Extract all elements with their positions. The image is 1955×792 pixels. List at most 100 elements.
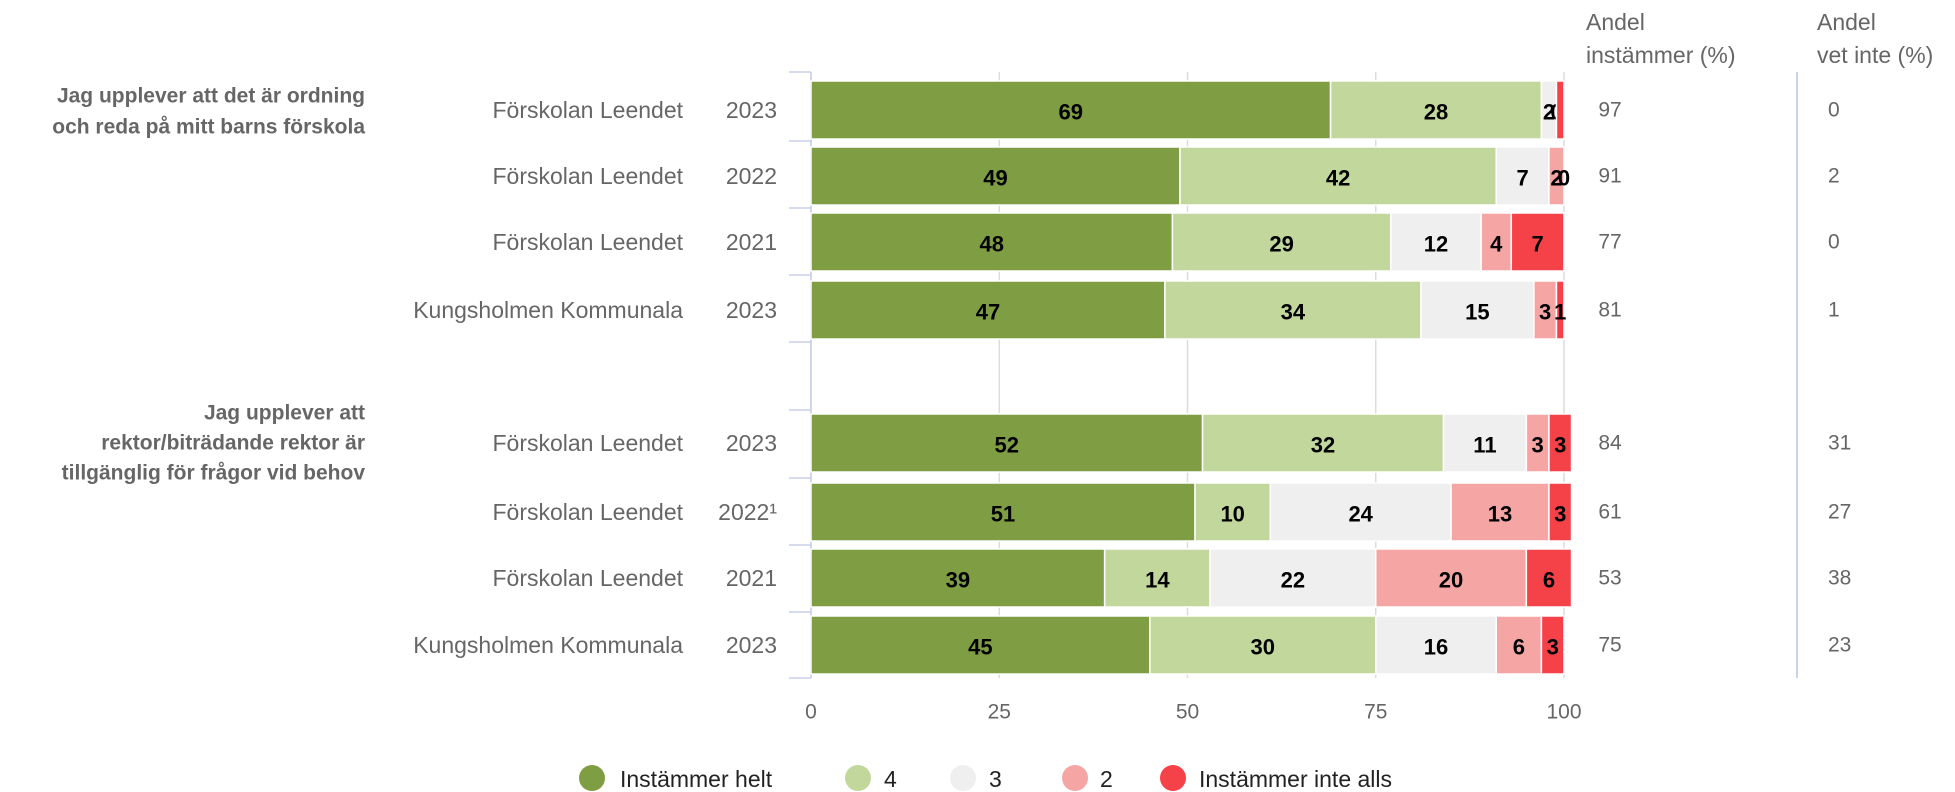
bar-value-label: 34 [1281, 300, 1306, 325]
bar-segment [1548, 482, 1573, 542]
bar-segment [1510, 212, 1565, 272]
agree-value: 61 [1598, 501, 1621, 524]
agree-value: 91 [1598, 165, 1621, 188]
bar-value-label: 69 [1059, 100, 1083, 125]
bar-value-label: 28 [1424, 100, 1448, 125]
question-label: rektor/biträdande rektor är [101, 432, 365, 455]
unit-label: Förskolan Leendet [492, 97, 683, 123]
bar-value-label: 0 [1558, 166, 1570, 191]
agree-value: 75 [1598, 634, 1621, 657]
unit-label: Förskolan Leendet [492, 229, 683, 255]
bar-value-label: 16 [1424, 635, 1448, 660]
bar-value-label: 22 [1281, 568, 1305, 593]
bar-value-label: 3 [1547, 635, 1559, 660]
bar-value-label: 49 [983, 166, 1007, 191]
bar-segment [1555, 280, 1565, 340]
column-header-dont-know: vet inte (%) [1817, 42, 1933, 68]
x-tick-label: 75 [1364, 701, 1387, 724]
legend-label: Instämmer helt [620, 766, 773, 792]
bar-segment [810, 548, 1106, 608]
bar-segment [810, 615, 1151, 675]
bar-value-label: 4 [1490, 232, 1503, 257]
bar-value-label: 3 [1554, 502, 1566, 527]
x-tick-label: 0 [805, 701, 817, 724]
bar-value-label: 3 [1532, 433, 1544, 458]
legend-label: 4 [884, 766, 897, 792]
dont-know-value: 0 [1828, 99, 1840, 122]
legend-marker [1062, 765, 1088, 791]
question-label: Jag upplever att [204, 402, 365, 425]
bar-segment [1390, 212, 1482, 272]
bar-value-label: 10 [1220, 502, 1244, 527]
bar-segment [1548, 146, 1565, 206]
bar-value-label: 1 [1554, 300, 1566, 325]
bar-segment [1103, 548, 1211, 608]
bar-value-label: 7 [1532, 232, 1544, 257]
bar-value-label: 24 [1348, 502, 1373, 527]
bar-value-label: 30 [1251, 635, 1275, 660]
bar-segment [1329, 80, 1543, 140]
unit-label: Förskolan Leendet [492, 430, 683, 456]
bar-segment [810, 280, 1166, 340]
x-tick-label: 100 [1546, 701, 1581, 724]
year-label: 2021 [726, 565, 777, 591]
unit-label: Förskolan Leendet [492, 565, 683, 591]
bar-segment [810, 413, 1204, 473]
bar-segment [1194, 482, 1272, 542]
bar-value-label: 52 [995, 433, 1019, 458]
bar-value-label: 6 [1543, 568, 1555, 593]
bar-segment [810, 146, 1181, 206]
bar-segment [1164, 280, 1422, 340]
bar-value-label: 20 [1439, 568, 1463, 593]
bar-value-label: 51 [991, 502, 1015, 527]
bar-value-label: 3 [1554, 433, 1566, 458]
dont-know-value: 38 [1828, 567, 1851, 590]
bar-segment [1495, 615, 1543, 675]
dont-know-value: 27 [1828, 501, 1851, 524]
column-header-agree: Andel [1586, 9, 1645, 35]
year-label: 2022¹ [718, 499, 777, 525]
legend-marker [950, 765, 976, 791]
bar-segment [1171, 212, 1392, 272]
bar-segment [1442, 413, 1528, 473]
bar-segment [1540, 615, 1565, 675]
legend-label: Instämmer inte alls [1199, 766, 1392, 792]
bar-value-label: 39 [946, 568, 970, 593]
bar-value-label: 48 [979, 232, 1003, 257]
bar-segment [1375, 615, 1497, 675]
legend-marker [845, 765, 871, 791]
x-tick-label: 25 [988, 701, 1011, 724]
bar-value-label: 47 [976, 300, 1000, 325]
dont-know-value: 1 [1828, 299, 1840, 322]
unit-label: Förskolan Leendet [492, 499, 683, 525]
year-label: 2021 [726, 229, 777, 255]
bar-segment [1179, 146, 1497, 206]
year-label: 2022 [726, 163, 777, 189]
bar-segment [1548, 413, 1573, 473]
question-label: tillgänglig för frågor vid behov [62, 462, 366, 485]
legend-marker [1160, 765, 1186, 791]
bar-segment [1480, 212, 1513, 272]
bar-value-label: 11 [1473, 433, 1496, 458]
question-label: och reda på mitt barns förskola [52, 116, 365, 139]
unit-label: Kungsholmen Kommunala [413, 632, 683, 658]
year-label: 2023 [726, 97, 777, 123]
agree-value: 84 [1598, 432, 1622, 455]
agree-value: 81 [1598, 299, 1621, 322]
bar-segment [1450, 482, 1550, 542]
legend-marker [579, 765, 605, 791]
bar-segment [1525, 548, 1573, 608]
bar-value-label: 13 [1488, 502, 1512, 527]
legend-label: 2 [1100, 766, 1113, 792]
question-label: Jag upplever att det är ordning [57, 85, 365, 108]
bar-segment [810, 212, 1174, 272]
bar-segment [1495, 146, 1550, 206]
bar-segment [1269, 482, 1452, 542]
bar-value-label: 42 [1326, 166, 1350, 191]
bar-segment [1555, 80, 1565, 140]
bar-value-label: 45 [968, 635, 992, 660]
bar-segment [1375, 548, 1528, 608]
year-label: 2023 [726, 430, 777, 456]
